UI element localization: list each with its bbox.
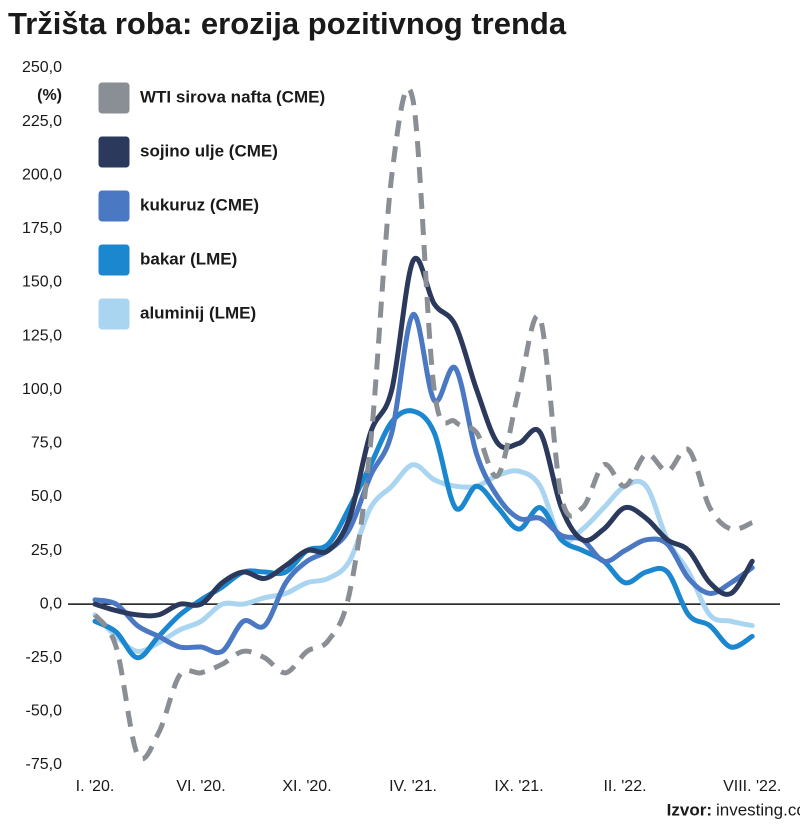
y-tick-label: 125,0 xyxy=(22,327,62,344)
y-unit: (%) xyxy=(37,87,62,104)
legend-swatch xyxy=(97,135,131,169)
x-tick-label: I. '20. xyxy=(76,778,115,795)
y-tick-label: -75,0 xyxy=(26,756,63,773)
y-tick-label: -50,0 xyxy=(26,703,63,720)
legend-swatch xyxy=(97,189,131,223)
y-tick-label: 75,0 xyxy=(31,435,62,452)
legend-label: bakar (LME) xyxy=(140,249,237,268)
y-tick-label: -25,0 xyxy=(26,649,63,666)
source-text: investing.com, Bloomberg, LME xyxy=(716,800,800,819)
y-tick-label: 25,0 xyxy=(31,542,62,559)
legend-swatch xyxy=(97,297,131,331)
legend-swatch xyxy=(97,81,131,115)
line-series xyxy=(92,86,754,762)
x-tick-label: IV. '21. xyxy=(389,778,437,795)
y-tick-label: 225,0 xyxy=(22,113,62,130)
x-tick-label: VI. '20. xyxy=(176,778,225,795)
legend-label: kukuruz (CME) xyxy=(140,195,259,214)
y-tick-label: 100,0 xyxy=(22,381,62,398)
y-tick-label: 175,0 xyxy=(22,220,62,237)
x-tick-label: XI. '20. xyxy=(282,778,331,795)
y-tick-label: 150,0 xyxy=(22,274,62,291)
y-tick-label: 50,0 xyxy=(31,488,62,505)
source-label: Izvor: xyxy=(667,800,712,819)
y-tick-label: 200,0 xyxy=(22,166,62,183)
x-tick-label: VIII. '22. xyxy=(723,778,781,795)
y-tick-label: 250,0 xyxy=(22,59,62,76)
legend-swatch xyxy=(97,243,131,277)
line-series xyxy=(92,408,755,661)
legend-label: aluminij (LME) xyxy=(140,303,256,322)
legend-label: WTI sirova nafta (CME) xyxy=(140,87,325,106)
line-series xyxy=(92,255,755,619)
line-series xyxy=(92,462,755,654)
chart-title: Tržišta roba: erozija pozitivnog trenda xyxy=(8,6,567,41)
y-tick-label: 0,0 xyxy=(40,595,62,612)
line-series xyxy=(92,312,755,656)
x-tick-label: IX. '21. xyxy=(494,778,543,795)
legend-label: sojino ulje (CME) xyxy=(140,141,278,160)
x-tick-label: II. '22. xyxy=(603,778,646,795)
